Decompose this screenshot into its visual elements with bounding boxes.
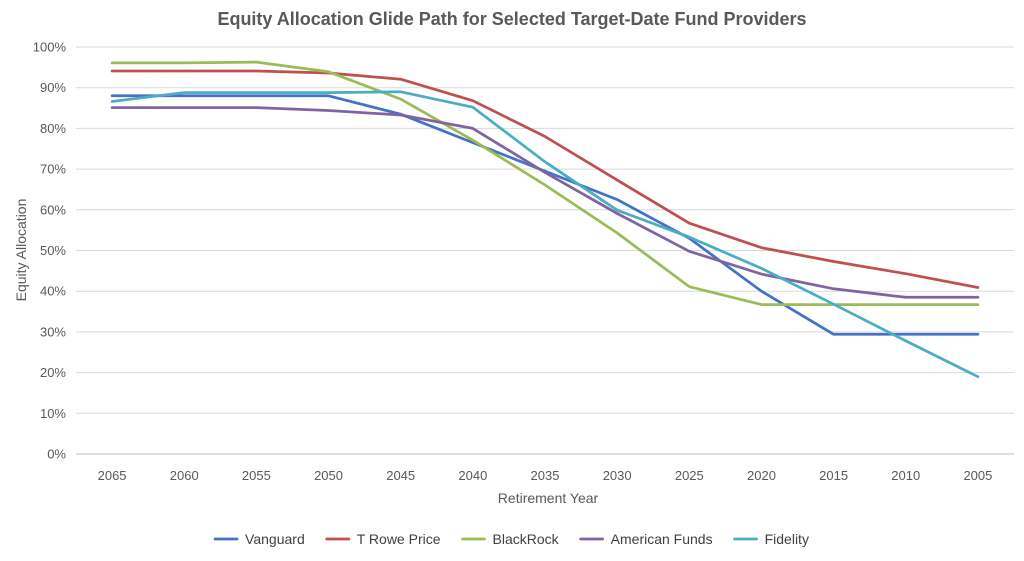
x-tick-label: 2015 xyxy=(819,468,848,483)
x-tick-label: 2030 xyxy=(603,468,632,483)
x-tick-label: 2045 xyxy=(386,468,415,483)
x-tick-label: 2005 xyxy=(963,468,992,483)
y-tick-label: 0% xyxy=(47,447,66,462)
y-tick-label: 30% xyxy=(40,324,66,339)
x-tick-label: 2040 xyxy=(458,468,487,483)
x-tick-label: 2020 xyxy=(747,468,776,483)
x-tick-label: 2060 xyxy=(170,468,199,483)
y-tick-label: 10% xyxy=(40,406,66,421)
y-tick-label: 100% xyxy=(33,40,67,55)
series-line-t-rowe-price xyxy=(110,69,980,289)
legend-item-blackrock: BlackRock xyxy=(461,531,560,547)
legend-item-american-funds: American Funds xyxy=(579,531,713,547)
y-tick-label: 20% xyxy=(40,365,66,380)
chart-title: Equity Allocation Glide Path for Selecte… xyxy=(217,9,806,29)
x-axis-ticks: 2065 2060 2055 2050 2045 2040 2035 2030 2025 2020… xyxy=(98,468,993,483)
y-tick-label: 70% xyxy=(40,162,66,177)
y-tick-label: 90% xyxy=(40,80,66,95)
series-line-vanguard xyxy=(110,94,980,336)
legend-item-fidelity: Fidelity xyxy=(733,531,809,547)
x-tick-label: 2055 xyxy=(242,468,271,483)
x-tick-label: 2025 xyxy=(675,468,704,483)
legend-label: Vanguard xyxy=(245,531,305,547)
x-tick-label: 2050 xyxy=(314,468,343,483)
legend-label: Fidelity xyxy=(765,531,809,547)
series-line-fidelity xyxy=(110,90,980,379)
x-axis-title: Retirement Year xyxy=(498,490,599,506)
y-tick-label: 80% xyxy=(40,121,66,136)
y-axis-title: Equity Allocation xyxy=(13,199,29,302)
series-line-blackrock xyxy=(110,60,980,306)
legend: Vanguard T Rowe Price BlackRock American Fu… xyxy=(213,531,809,547)
legend-label: American Funds xyxy=(611,531,713,547)
y-axis-ticks: 0% 10% 20% 30% 40% 50% 60% 70% 80% 90% 100% xyxy=(33,40,67,462)
legend-label: BlackRock xyxy=(493,531,560,547)
legend-label: T Rowe Price xyxy=(357,531,441,547)
legend-item-t-rowe-price: T Rowe Price xyxy=(325,531,441,547)
x-tick-label: 2065 xyxy=(98,468,127,483)
y-tick-label: 40% xyxy=(40,284,66,299)
y-tick-label: 50% xyxy=(40,243,66,258)
legend-item-vanguard: Vanguard xyxy=(213,531,305,547)
y-tick-label: 60% xyxy=(40,202,66,217)
series-line-american-funds xyxy=(110,106,980,299)
x-tick-label: 2035 xyxy=(531,468,560,483)
gridlines xyxy=(76,46,1014,414)
series-lines xyxy=(110,60,980,379)
x-tick-label: 2010 xyxy=(891,468,920,483)
